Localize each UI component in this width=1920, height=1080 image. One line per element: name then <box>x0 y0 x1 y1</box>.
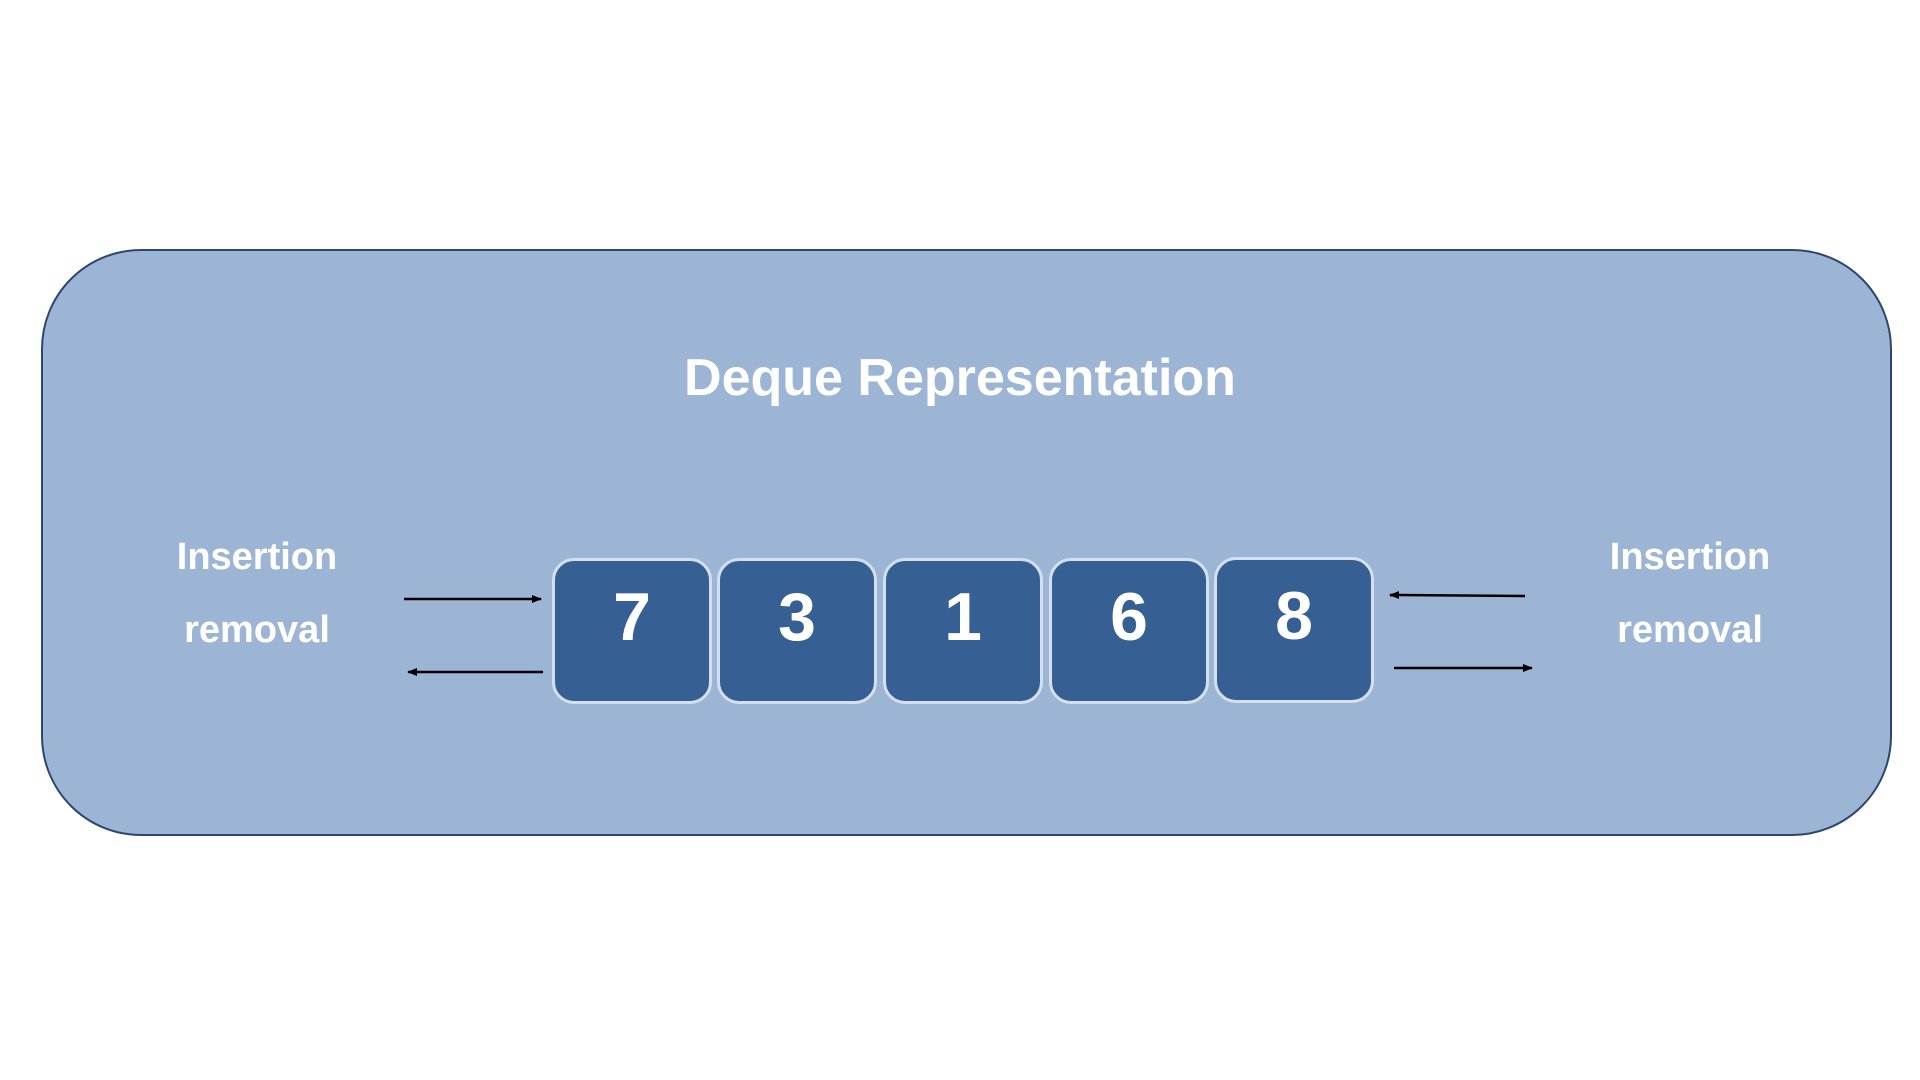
diagram-title: Deque Representation <box>684 349 1236 407</box>
deque-cell-value: 3 <box>778 579 816 655</box>
deque-cell-value: 6 <box>1110 579 1148 655</box>
deque-cell: 6 <box>1049 558 1209 704</box>
deque-cell-value: 1 <box>944 579 982 655</box>
deque-cell: 3 <box>717 558 877 704</box>
deque-cell: 1 <box>883 558 1043 704</box>
deque-cell: 7 <box>552 558 712 704</box>
deque-cell-value: 8 <box>1275 578 1313 654</box>
left-removal-label: removal <box>184 609 330 651</box>
right-insertion-label: Insertion <box>1609 536 1771 578</box>
deque-cell: 8 <box>1214 557 1374 703</box>
diagram-panel <box>41 249 1892 836</box>
right-removal-label: removal <box>1617 609 1763 651</box>
deque-cell-value: 7 <box>613 579 651 655</box>
left-insertion-label: Insertion <box>176 536 338 578</box>
